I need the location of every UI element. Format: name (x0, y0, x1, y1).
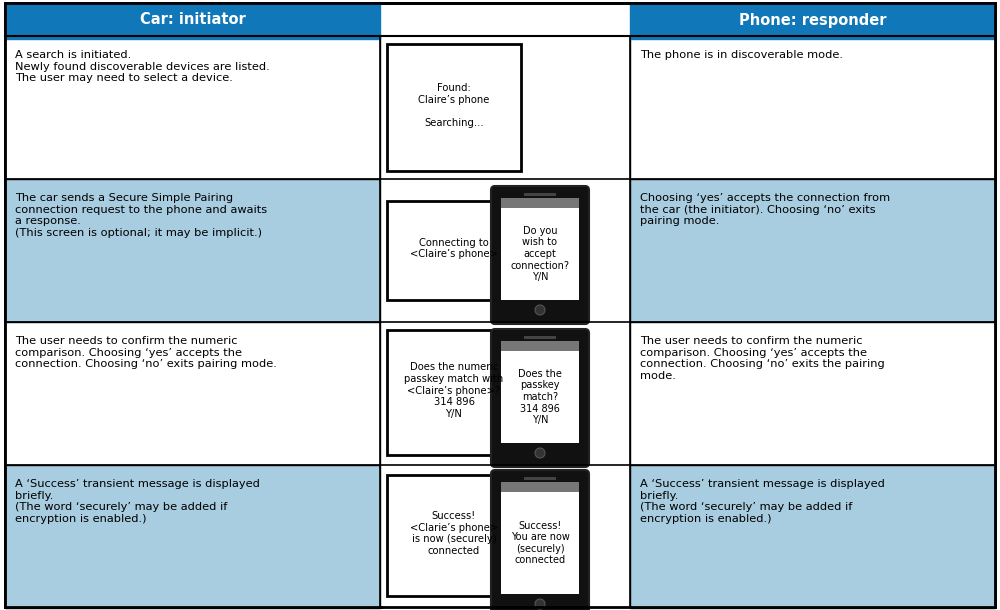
Text: A search is initiated.
Newly found discoverable devices are listed.
The user may: A search is initiated. Newly found disco… (15, 50, 270, 83)
Bar (630, 36, 995, 179)
Bar (383, 36, 630, 179)
Text: Does the
passkey
match?
314 896
Y/N: Does the passkey match? 314 896 Y/N (518, 369, 562, 425)
Bar (501, 351, 579, 443)
Bar (387, 330, 521, 455)
Bar (5, 179, 380, 322)
Bar (387, 44, 521, 171)
Bar (387, 201, 521, 300)
Text: Found:
Claire’s phone

Searching...: Found: Claire’s phone Searching... (418, 83, 490, 128)
Text: Does the numeric
passkey match with
<Claire’s phone>?
314 896
Y/N: Does the numeric passkey match with <Cla… (404, 362, 504, 418)
Bar (630, 465, 995, 608)
Bar (501, 341, 579, 351)
Text: Choosing ‘yes’ accepts the connection from
the car (the initiator). Choosing ‘no: Choosing ‘yes’ accepts the connection fr… (640, 193, 890, 226)
Circle shape (535, 599, 545, 609)
Bar (501, 208, 579, 300)
Bar (524, 477, 556, 480)
Bar (630, 322, 995, 465)
Text: Car: initiator: Car: initiator (140, 12, 245, 27)
Bar (5, 36, 380, 179)
Text: Success!
You are now
(securely)
connected: Success! You are now (securely) connecte… (511, 520, 569, 565)
Bar (5, 3, 380, 39)
Text: The user needs to confirm the numeric
comparison. Choosing ‘yes’ accepts the
con: The user needs to confirm the numeric co… (640, 336, 885, 381)
Bar (5, 465, 380, 608)
Bar (383, 465, 630, 608)
Text: Success!
<Clarie’s phone>
is now (securely)
connected: Success! <Clarie’s phone> is now (secure… (410, 511, 498, 556)
Bar (501, 482, 579, 492)
FancyBboxPatch shape (491, 470, 589, 610)
Bar (387, 475, 521, 596)
Text: Do you
wish to
accept
connection?
Y/N: Do you wish to accept connection? Y/N (511, 226, 570, 282)
FancyBboxPatch shape (491, 186, 589, 324)
Circle shape (535, 448, 545, 458)
Text: The user needs to confirm the numeric
comparison. Choosing ‘yes’ accepts the
con: The user needs to confirm the numeric co… (15, 336, 277, 369)
Bar (5, 322, 380, 465)
Bar (383, 322, 630, 465)
Text: A ‘Success’ transient message is displayed
briefly.
(The word ‘securely’ may be : A ‘Success’ transient message is display… (640, 479, 885, 524)
Bar (501, 198, 579, 208)
Circle shape (535, 305, 545, 315)
Bar (630, 179, 995, 322)
Text: A ‘Success’ transient message is displayed
briefly.
(The word ‘securely’ may be : A ‘Success’ transient message is display… (15, 479, 260, 524)
Bar (524, 193, 556, 196)
Bar (630, 3, 995, 39)
Bar (524, 336, 556, 339)
Text: The car sends a Secure Simple Pairing
connection request to the phone and awaits: The car sends a Secure Simple Pairing co… (15, 193, 267, 238)
FancyBboxPatch shape (491, 329, 589, 467)
Text: The phone is in discoverable mode.: The phone is in discoverable mode. (640, 50, 843, 60)
Bar (383, 179, 630, 322)
Bar (501, 492, 579, 594)
Text: Connecting to
<Claire’s phone>: Connecting to <Claire’s phone> (410, 238, 498, 259)
Text: Phone: responder: Phone: responder (739, 12, 886, 27)
